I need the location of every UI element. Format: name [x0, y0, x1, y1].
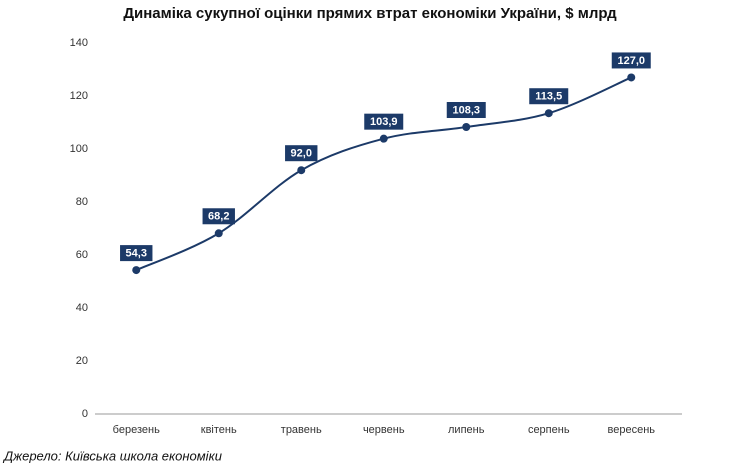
data-label: 113,5: [535, 91, 562, 103]
line: [135, 76, 632, 272]
point: [132, 266, 141, 275]
x-tick-label: березень: [113, 424, 160, 436]
label-box: [120, 245, 153, 262]
data-label: 92,0: [291, 148, 312, 160]
label-box: [611, 52, 651, 69]
source-note: Джерело: Київська школа економіки: [2, 448, 222, 463]
point: [297, 166, 306, 175]
y-tick-label: 60: [76, 249, 88, 261]
x-tick-label: квітень: [201, 424, 237, 436]
label-box: [285, 145, 318, 162]
x-tick-label: вересень: [608, 424, 656, 436]
point: [544, 109, 553, 118]
y-tick-label: 140: [70, 37, 88, 49]
data-label: 103,9: [370, 116, 398, 128]
y-tick-label: 40: [76, 302, 88, 314]
y-tick-label: 120: [70, 90, 88, 102]
y-tick-label: 20: [76, 355, 88, 367]
point: [627, 73, 636, 82]
x-tick-label: липень: [448, 424, 485, 436]
y-tick-label: 100: [70, 143, 88, 155]
data-label: 54,3: [126, 248, 147, 260]
label-box: [364, 113, 404, 130]
x-tick-label: травень: [281, 424, 322, 436]
x-tick-label: червень: [363, 424, 405, 436]
y-tick-label: 80: [76, 196, 88, 208]
y-tick-label: 0: [82, 408, 88, 420]
point: [214, 229, 223, 238]
point: [462, 123, 471, 132]
data-label: 68,2: [208, 211, 229, 223]
point: [379, 134, 388, 143]
label-box: [202, 208, 235, 225]
data-label: 108,3: [452, 104, 480, 116]
data-label: 127,0: [617, 55, 645, 67]
label-box: [529, 88, 569, 105]
label-box: [446, 102, 486, 119]
x-tick-label: серпень: [528, 424, 570, 436]
chart-title: Динаміка сукупної оцінки прямих втрат ек…: [123, 5, 617, 22]
